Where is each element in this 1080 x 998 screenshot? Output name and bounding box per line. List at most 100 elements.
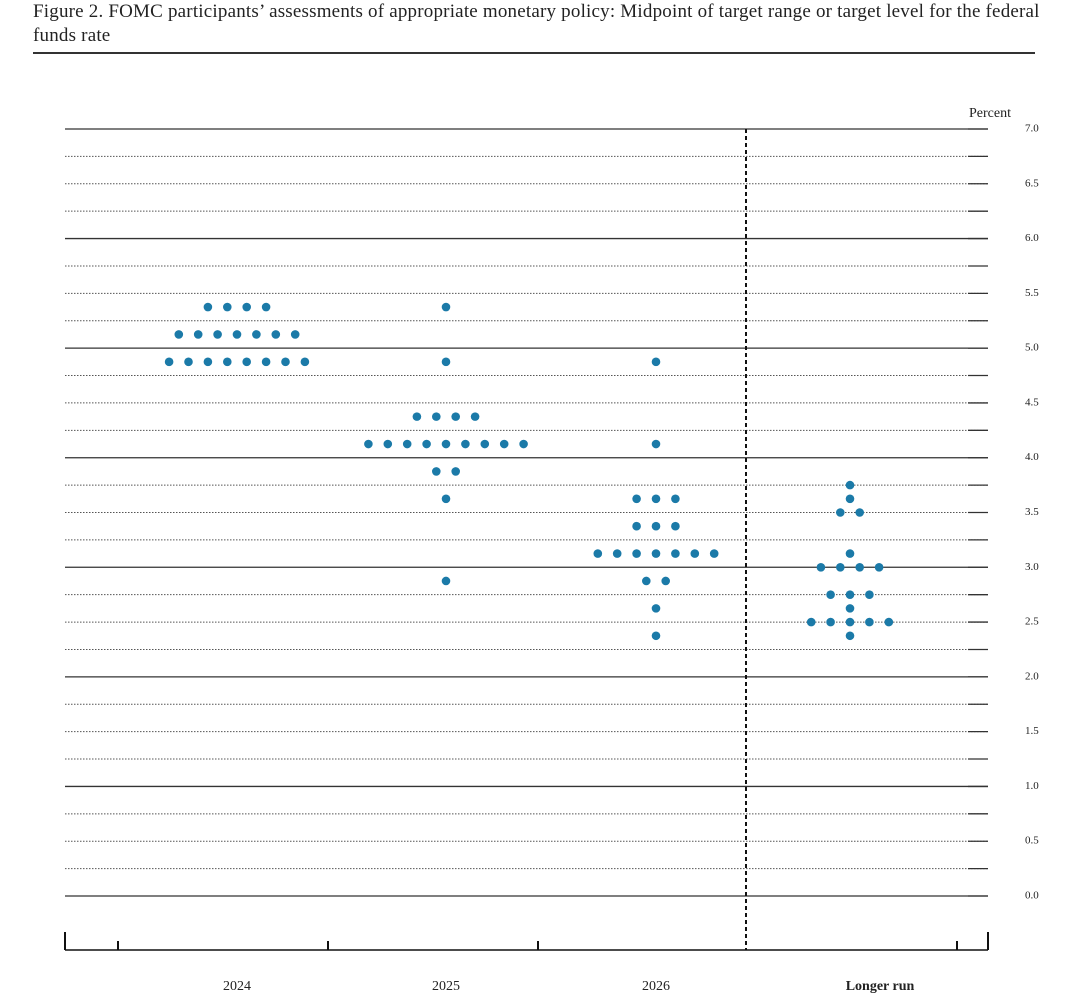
dot bbox=[651, 494, 661, 504]
y-tick-label: 2.5 bbox=[1025, 616, 1039, 628]
dot bbox=[593, 549, 603, 558]
dot bbox=[651, 604, 661, 613]
dot bbox=[499, 439, 509, 449]
dot bbox=[470, 412, 480, 421]
dot bbox=[164, 357, 174, 367]
y-tick-label: 7.0 bbox=[1025, 123, 1039, 135]
dot bbox=[855, 508, 864, 517]
dot bbox=[441, 439, 451, 449]
y-tick-label: 2.0 bbox=[1025, 670, 1039, 682]
dot bbox=[252, 330, 261, 339]
dot bbox=[690, 549, 700, 558]
dot bbox=[300, 357, 310, 367]
dot bbox=[845, 480, 855, 490]
dot bbox=[661, 576, 670, 586]
dot bbox=[651, 521, 661, 531]
dot bbox=[441, 494, 451, 504]
y-tick-label: 4.0 bbox=[1025, 451, 1039, 463]
y-tick-label: 0.5 bbox=[1025, 835, 1039, 847]
dot bbox=[671, 521, 680, 531]
dot bbox=[412, 412, 422, 421]
dot bbox=[223, 357, 232, 367]
dot bbox=[709, 549, 719, 558]
y-tick-label: 6.0 bbox=[1025, 232, 1039, 244]
chart-title: Figure 2. FOMC participants’ assessments… bbox=[33, 1, 1040, 46]
dot bbox=[651, 439, 661, 449]
dot bbox=[441, 576, 451, 586]
dot bbox=[642, 576, 651, 586]
dot bbox=[651, 549, 661, 558]
dot bbox=[855, 562, 864, 572]
dot bbox=[203, 357, 213, 367]
x-tick-label: 2026 bbox=[642, 979, 670, 994]
dot bbox=[519, 439, 528, 449]
dot bbox=[203, 302, 213, 312]
dot bbox=[884, 617, 894, 627]
dot bbox=[261, 357, 271, 367]
dot bbox=[451, 467, 461, 476]
dot bbox=[826, 590, 835, 599]
y-tick-label: 3.5 bbox=[1025, 506, 1039, 518]
dot bbox=[836, 508, 845, 517]
dot bbox=[451, 412, 461, 421]
dot bbox=[671, 494, 680, 504]
dot bbox=[364, 439, 373, 449]
dot bbox=[651, 631, 661, 641]
dot bbox=[480, 439, 490, 449]
dot bbox=[422, 439, 431, 449]
dot bbox=[865, 617, 874, 627]
dot bbox=[174, 330, 184, 339]
y-axis-label: Percent bbox=[969, 106, 1011, 121]
dot bbox=[242, 357, 251, 367]
dot bbox=[612, 549, 622, 558]
x-tick-label: 2025 bbox=[432, 979, 460, 994]
dot bbox=[845, 604, 855, 613]
dot bbox=[290, 330, 300, 339]
dot bbox=[232, 330, 242, 339]
dot bbox=[632, 521, 641, 531]
dot bbox=[271, 330, 281, 339]
dot bbox=[845, 494, 855, 504]
dot bbox=[836, 562, 845, 572]
dot bbox=[632, 494, 641, 504]
x-tick-label: 2024 bbox=[223, 979, 251, 994]
dot bbox=[816, 562, 826, 572]
dot bbox=[806, 617, 816, 627]
title-rule bbox=[33, 52, 1035, 54]
dot bbox=[671, 549, 680, 558]
dot bbox=[432, 467, 441, 476]
dot bbox=[383, 439, 393, 449]
dot bbox=[402, 439, 412, 449]
y-tick-label: 1.5 bbox=[1025, 725, 1039, 737]
dot bbox=[223, 302, 232, 312]
dot bbox=[826, 617, 835, 627]
y-tick-label: 1.0 bbox=[1025, 780, 1039, 792]
dot bbox=[213, 330, 222, 339]
y-tick-label: 3.0 bbox=[1025, 561, 1039, 573]
dot bbox=[865, 590, 874, 599]
dot bbox=[845, 549, 855, 558]
y-tick-label: 5.0 bbox=[1025, 342, 1039, 354]
dot bbox=[461, 439, 470, 449]
dot bbox=[845, 617, 855, 627]
dot bbox=[651, 357, 661, 367]
dot bbox=[432, 412, 441, 421]
dot bbox=[441, 357, 451, 367]
x-tick-label: Longer run bbox=[846, 979, 915, 994]
y-tick-label: 4.5 bbox=[1025, 396, 1039, 408]
dot bbox=[845, 590, 855, 599]
y-tick-label: 0.0 bbox=[1025, 890, 1039, 902]
dot bbox=[845, 631, 855, 641]
dot bbox=[632, 549, 641, 558]
dot bbox=[193, 330, 203, 339]
y-tick-label: 5.5 bbox=[1025, 287, 1039, 299]
y-tick-label: 6.5 bbox=[1025, 177, 1039, 189]
dot bbox=[281, 357, 290, 367]
dot bbox=[242, 302, 251, 312]
dot bbox=[261, 302, 271, 312]
dot bbox=[184, 357, 193, 367]
dot bbox=[874, 562, 884, 572]
dot bbox=[441, 302, 451, 312]
